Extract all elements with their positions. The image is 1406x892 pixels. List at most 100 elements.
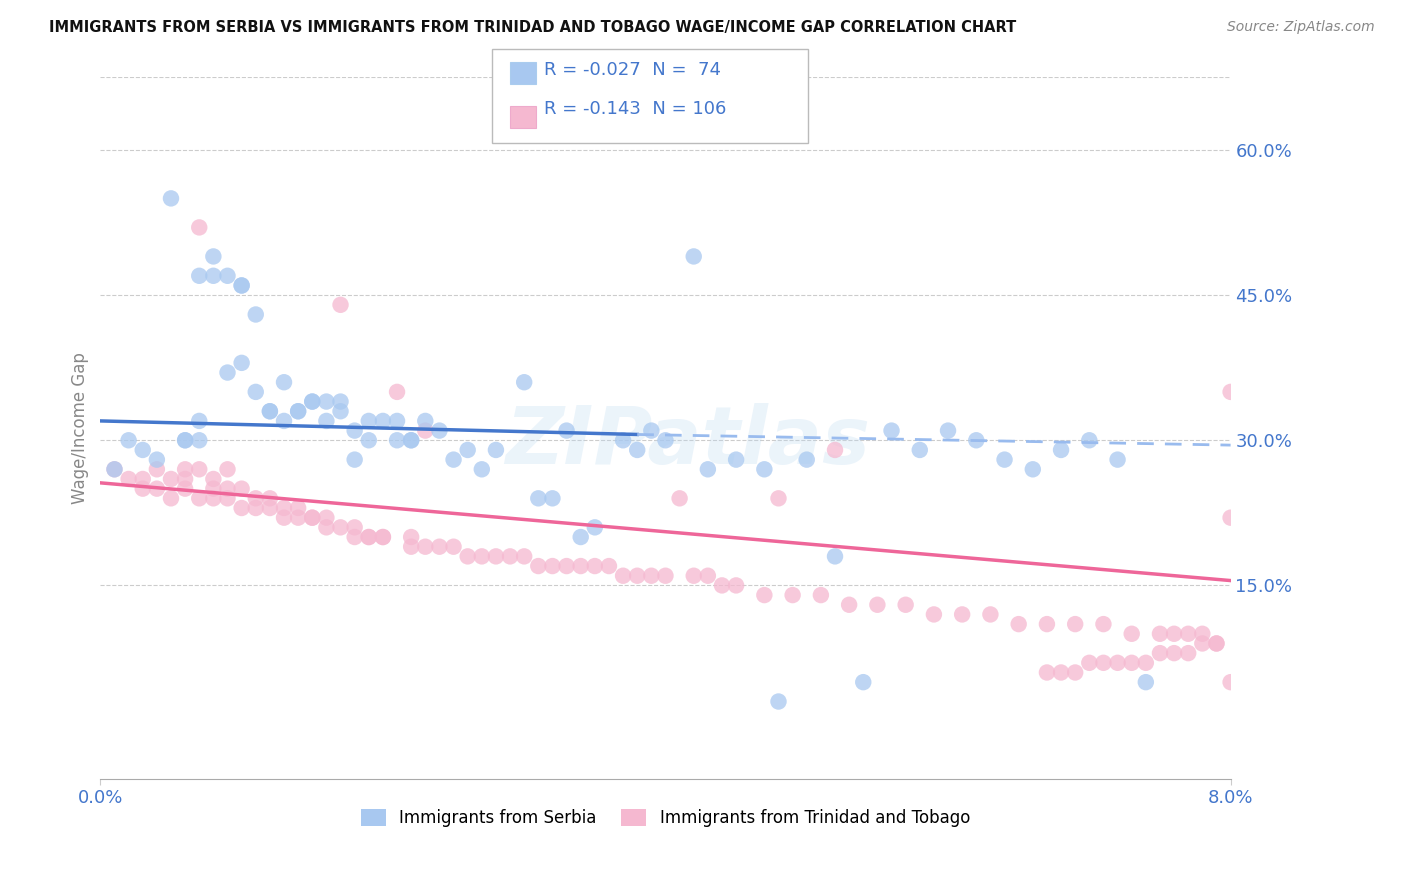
Point [555, 424, 578, 438]
Point [385, 434, 408, 448]
Point [754, 462, 776, 476]
Point [1135, 656, 1157, 670]
Point [626, 568, 648, 582]
Point [1163, 646, 1185, 660]
Point [725, 452, 748, 467]
Point [188, 434, 211, 448]
Point [612, 568, 634, 582]
Point [471, 549, 494, 564]
Point [922, 607, 945, 622]
Point [245, 501, 267, 516]
Point [1219, 675, 1241, 690]
Point [301, 510, 323, 524]
Point [357, 434, 380, 448]
Point [782, 588, 804, 602]
Text: IMMIGRANTS FROM SERBIA VS IMMIGRANTS FROM TRINIDAD AND TOBAGO WAGE/INCOME GAP CO: IMMIGRANTS FROM SERBIA VS IMMIGRANTS FRO… [49, 20, 1017, 35]
Legend: Immigrants from Serbia, Immigrants from Trinidad and Tobago: Immigrants from Serbia, Immigrants from … [354, 802, 977, 834]
Point [343, 520, 366, 534]
Point [1022, 462, 1045, 476]
Point [1036, 665, 1059, 680]
Point [852, 675, 875, 690]
Point [399, 540, 422, 554]
Point [231, 278, 253, 293]
Point [541, 559, 564, 574]
Point [188, 414, 211, 428]
Point [413, 540, 436, 554]
Point [1064, 665, 1087, 680]
Point [343, 424, 366, 438]
Point [273, 375, 295, 389]
Point [357, 530, 380, 544]
Point [880, 424, 903, 438]
Point [202, 491, 225, 506]
Point [1219, 384, 1241, 399]
Point [202, 482, 225, 496]
Point [443, 452, 465, 467]
Point [132, 472, 155, 486]
Point [231, 278, 253, 293]
Point [1036, 617, 1059, 632]
Point [273, 414, 295, 428]
Point [443, 540, 465, 554]
Point [640, 568, 662, 582]
Point [1205, 636, 1227, 650]
Point [457, 442, 479, 457]
Point [202, 472, 225, 486]
Point [1008, 617, 1031, 632]
Point [385, 384, 408, 399]
Point [259, 404, 281, 418]
Point [796, 452, 818, 467]
Point [485, 442, 508, 457]
Point [513, 549, 536, 564]
Point [259, 491, 281, 506]
Point [188, 268, 211, 283]
Point [371, 530, 394, 544]
Point [979, 607, 1001, 622]
Point [329, 520, 352, 534]
Point [598, 559, 620, 574]
Point [217, 462, 239, 476]
Point [174, 434, 197, 448]
Point [174, 462, 197, 476]
Point [725, 578, 748, 592]
Point [371, 414, 394, 428]
Point [315, 394, 337, 409]
Point [146, 482, 169, 496]
Point [174, 472, 197, 486]
Point [754, 588, 776, 602]
Point [160, 191, 183, 205]
Point [188, 462, 211, 476]
Point [160, 491, 183, 506]
Point [399, 434, 422, 448]
Point [117, 472, 139, 486]
Point [202, 249, 225, 263]
Point [371, 530, 394, 544]
Point [188, 220, 211, 235]
Point [1177, 646, 1199, 660]
Point [413, 414, 436, 428]
Point [696, 568, 718, 582]
Point [965, 434, 987, 448]
Point [457, 549, 479, 564]
Point [287, 404, 309, 418]
Point [357, 530, 380, 544]
Point [682, 568, 704, 582]
Point [993, 452, 1015, 467]
Point [1064, 617, 1087, 632]
Point [612, 434, 634, 448]
Point [1121, 656, 1143, 670]
Point [357, 414, 380, 428]
Point [1121, 627, 1143, 641]
Point [245, 308, 267, 322]
Point [1078, 434, 1101, 448]
Point [569, 530, 592, 544]
Point [287, 501, 309, 516]
Point [824, 442, 846, 457]
Point [343, 530, 366, 544]
Point [117, 434, 139, 448]
Point [146, 462, 169, 476]
Point [245, 491, 267, 506]
Point [259, 404, 281, 418]
Point [429, 540, 451, 554]
Point [1219, 510, 1241, 524]
